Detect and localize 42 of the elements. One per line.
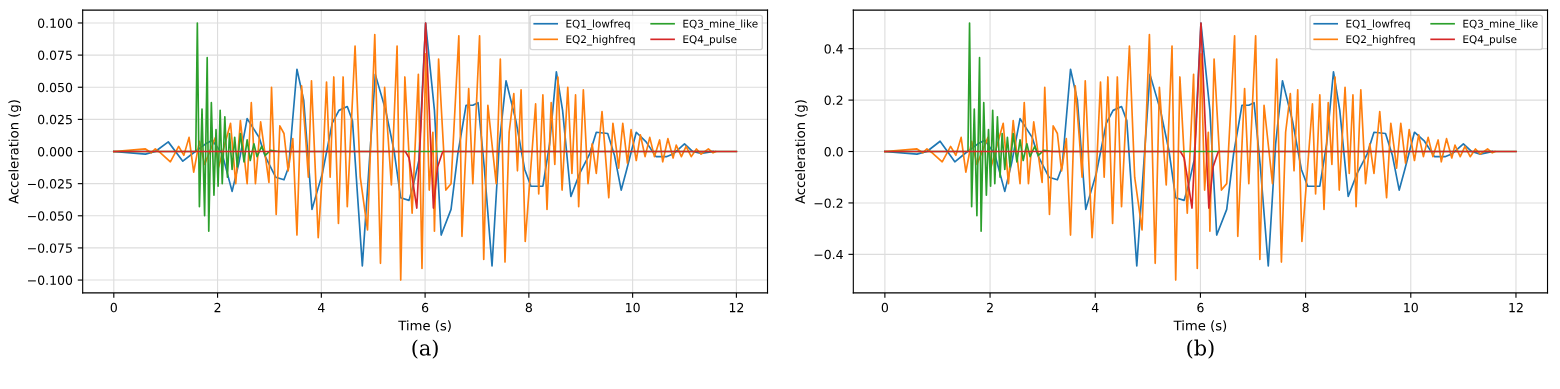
y-tick-label: −0.4	[814, 249, 843, 260]
x-tick-label: 10	[1404, 302, 1418, 313]
legend-label: EQ4_pulse	[1463, 35, 1517, 46]
y-tick-label: 0.4	[824, 44, 843, 54]
x-axis-title: Time (s)	[398, 320, 451, 333]
x-tick-label: 6	[422, 302, 429, 313]
x-tick-label: 12	[1509, 302, 1523, 313]
legend-label: EQ3_mine_like	[1463, 19, 1538, 30]
y-tick-label: 0.100	[38, 18, 73, 28]
x-tick-label: 2	[987, 302, 993, 313]
y-tick-label: −0.100	[28, 275, 73, 285]
y-tick-label: 0.0	[824, 146, 843, 157]
y-axis-title: Acceleration (g)	[8, 100, 22, 204]
x-tick-label: 8	[1302, 302, 1309, 313]
legend-label: EQ2_highfreq	[1346, 35, 1415, 46]
x-tick-label: 12	[729, 302, 744, 313]
y-tick-label: −0.025	[28, 179, 72, 189]
y-tick-label: 0.050	[38, 82, 73, 93]
x-tick-label: 0	[881, 302, 889, 313]
y-tick-label: −0.075	[28, 243, 72, 253]
legend-label: EQ2_highfreq	[566, 35, 635, 46]
x-tick-label: 0	[110, 302, 117, 313]
text: (b)	[1187, 339, 1214, 359]
y-tick-label: 0.2	[824, 95, 843, 106]
text: (a)	[412, 339, 438, 359]
y-tick-label: −0.050	[28, 211, 73, 221]
legend-label: EQ1_lowfreq	[566, 19, 630, 30]
y-tick-label: 0.000	[38, 146, 73, 157]
y-tick-label: 0.075	[38, 50, 72, 61]
y-axis-title: Acceleration (g)	[794, 100, 808, 204]
x-tick-label: 6	[1197, 302, 1204, 313]
legend-label: EQ4_pulse	[683, 35, 737, 46]
y-tick-label: −0.2	[814, 198, 843, 208]
x-tick-label: 10	[626, 302, 640, 313]
x-tick-label: 2	[214, 302, 221, 313]
x-axis-title: Time (s)	[1173, 320, 1227, 333]
y-tick-label: 0.025	[38, 114, 72, 125]
legend-label: EQ1_lowfreq	[1346, 19, 1410, 30]
x-tick-label: 8	[525, 302, 532, 313]
x-tick-label: 4	[317, 303, 325, 313]
legend-label: EQ3_mine_like	[683, 19, 758, 30]
x-tick-label: 4	[1091, 303, 1099, 313]
